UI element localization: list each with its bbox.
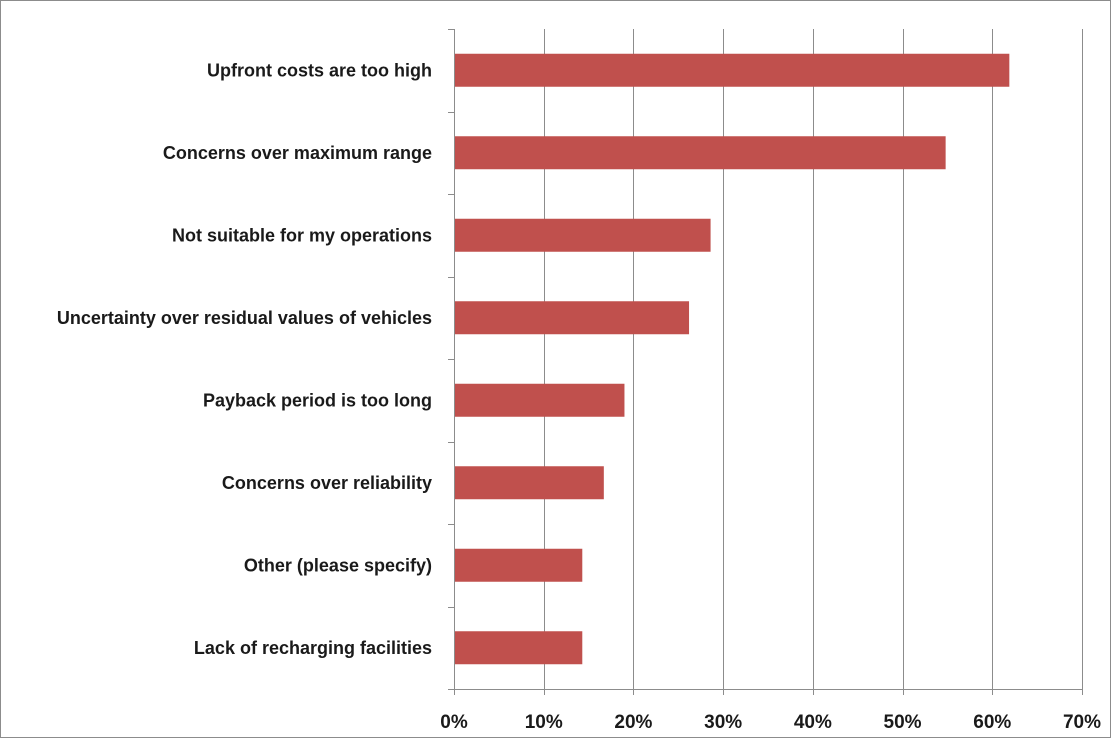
x-tick-label: 20% bbox=[614, 712, 652, 733]
gridlines bbox=[544, 29, 1083, 689]
x-tick-label: 10% bbox=[525, 712, 563, 733]
bar bbox=[455, 548, 583, 582]
bar bbox=[455, 383, 625, 417]
bar bbox=[455, 53, 1010, 87]
category-label: Upfront costs are too high bbox=[207, 60, 432, 80]
axes bbox=[448, 29, 1083, 695]
category-label: Lack of recharging facilities bbox=[194, 638, 432, 658]
x-tick-label: 0% bbox=[440, 712, 468, 733]
x-tick-label: 50% bbox=[884, 712, 922, 733]
bar bbox=[455, 631, 583, 665]
category-label: Uncertainty over residual values of vehi… bbox=[57, 308, 432, 328]
category-label: Other (please specify) bbox=[244, 555, 432, 575]
bars bbox=[455, 53, 1010, 665]
category-label: Concerns over reliability bbox=[222, 473, 432, 493]
x-tick-label: 30% bbox=[704, 712, 742, 733]
bar bbox=[455, 466, 604, 500]
category-label: Payback period is too long bbox=[203, 390, 432, 410]
x-tick-label: 40% bbox=[794, 712, 832, 733]
x-tick-label: 60% bbox=[973, 712, 1011, 733]
x-tick-label: 70% bbox=[1063, 712, 1101, 733]
labels: 0% 10% 20% 30% 40% 50% 60% 70% Upfront costs are… bbox=[57, 60, 1101, 733]
bar bbox=[455, 301, 690, 335]
category-label: Concerns over maximum range bbox=[163, 143, 432, 163]
bar bbox=[455, 218, 711, 252]
category-label: Not suitable for my operations bbox=[172, 225, 432, 245]
bar bbox=[455, 136, 946, 170]
